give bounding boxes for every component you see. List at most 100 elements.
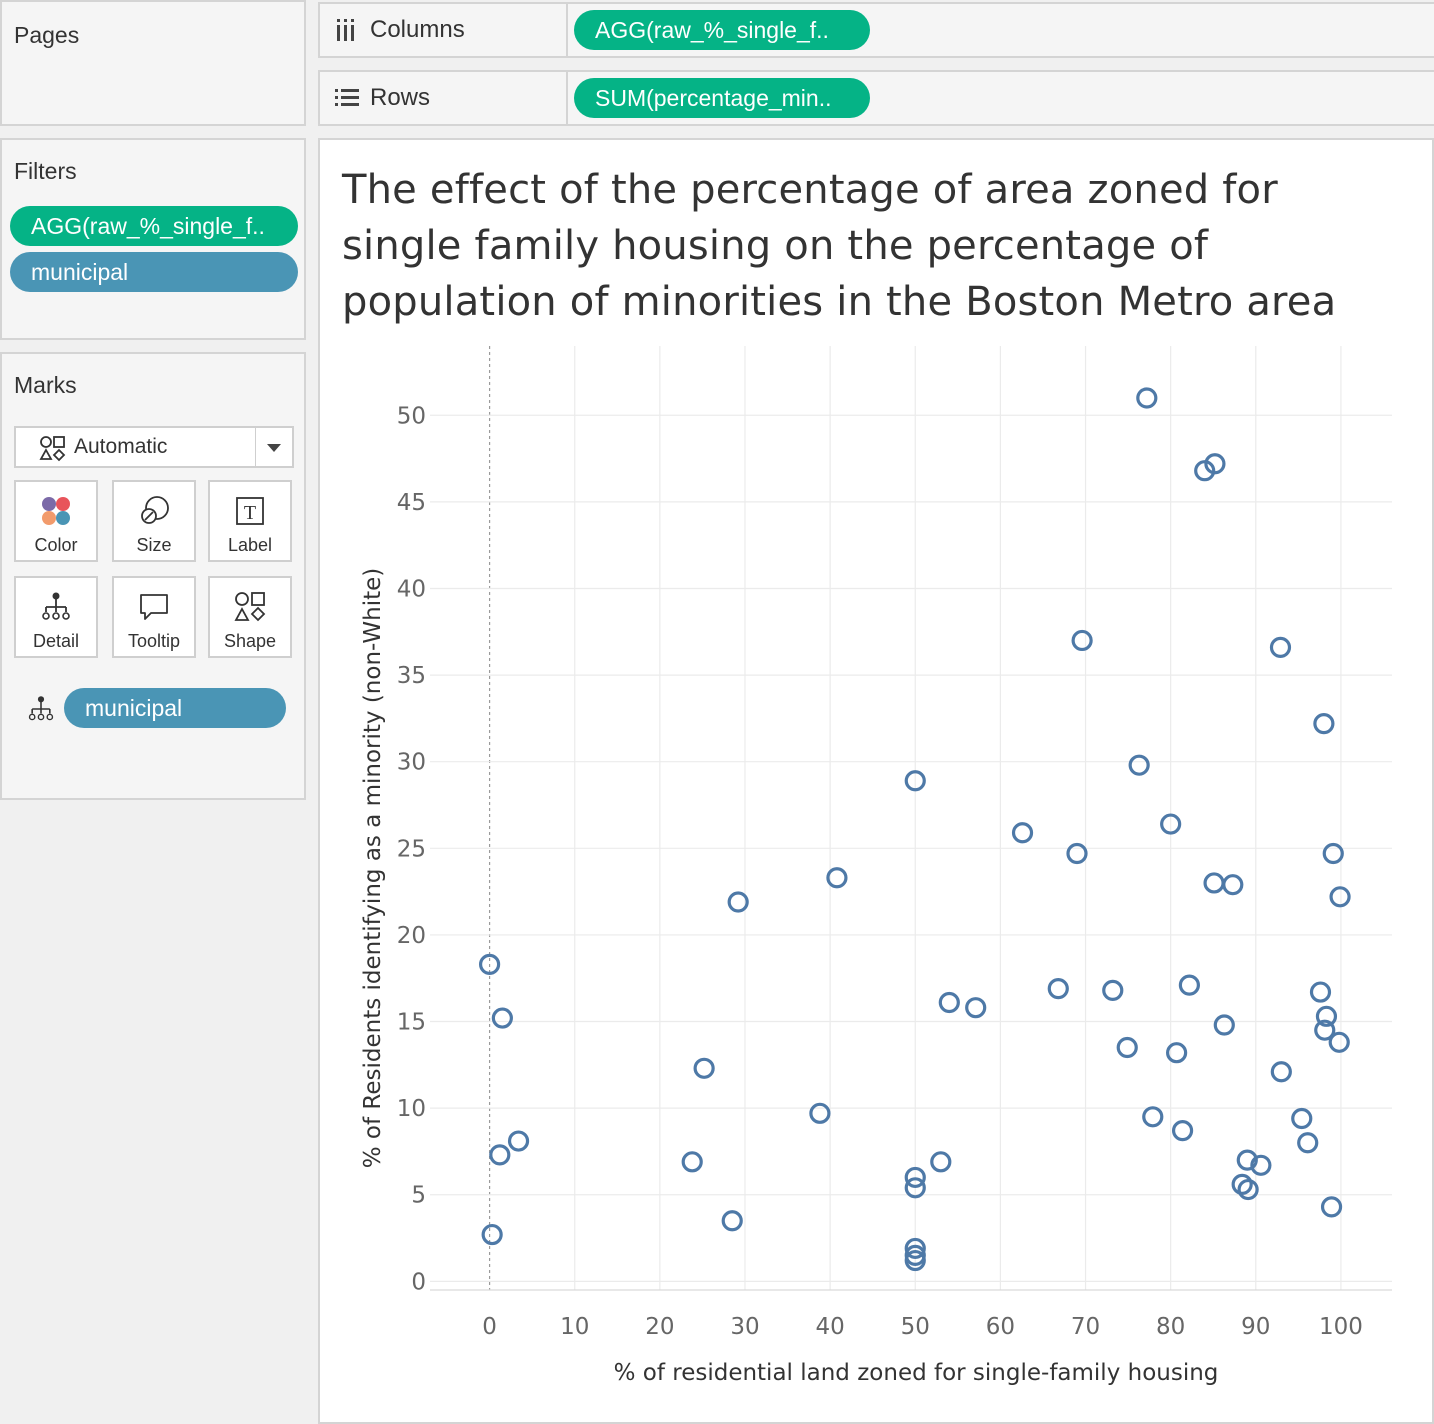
rows-icon — [334, 86, 360, 115]
data-point — [1269, 636, 1292, 658]
label-button[interactable]: T Label — [208, 480, 292, 562]
data-point — [1329, 886, 1351, 908]
data-point — [938, 991, 960, 1014]
x-tick-label: 70 — [1071, 1314, 1100, 1340]
color-label: Color — [34, 535, 78, 555]
data-point — [1160, 813, 1182, 835]
color-button[interactable]: Color — [14, 480, 98, 562]
data-point — [1066, 842, 1088, 865]
chart-title: The effect of the percentage of area zon… — [342, 167, 1337, 325]
tooltip-button[interactable]: Tooltip — [112, 576, 196, 658]
data-point — [1178, 974, 1200, 996]
columns-shelf-label: Columns — [320, 4, 568, 56]
mark-type-shape-icon — [38, 434, 66, 467]
x-tick-label: 80 — [1156, 1314, 1185, 1340]
data-point — [1116, 1036, 1138, 1059]
detail-button[interactable]: Detail — [14, 576, 98, 658]
y-tick-label: 35 — [397, 663, 426, 689]
y-tick-label: 45 — [397, 490, 426, 516]
columns-label: Columns — [370, 16, 465, 43]
data-point — [1222, 874, 1244, 896]
data-point — [1315, 1005, 1338, 1027]
x-tick-label: 20 — [645, 1314, 674, 1340]
x-tick-label: 60 — [986, 1314, 1015, 1340]
pages-title: Pages — [14, 22, 80, 48]
y-tick-label: 30 — [397, 750, 426, 776]
data-point — [904, 1166, 926, 1189]
data-point — [1213, 1014, 1235, 1036]
size-button[interactable]: Size — [112, 480, 196, 562]
shape-label: Shape — [223, 631, 277, 651]
data-point — [1320, 1196, 1343, 1218]
columns-pill[interactable]: AGG(raw_%_single_f.. — [574, 10, 870, 50]
data-point — [489, 1144, 511, 1166]
data-point — [1204, 453, 1226, 475]
data-point — [1136, 387, 1158, 409]
data-point — [1203, 872, 1225, 894]
detail-pill-municipal[interactable]: municipal — [64, 688, 286, 728]
data-point — [727, 891, 749, 913]
data-point — [1309, 981, 1332, 1003]
label-icon: T — [233, 494, 267, 533]
size-label: Size — [136, 535, 172, 555]
y-tick-label: 20 — [397, 923, 426, 949]
data-point — [1322, 842, 1344, 865]
columns-icon — [334, 18, 358, 47]
data-point — [904, 1237, 926, 1260]
data-point — [1236, 1149, 1258, 1171]
color-icon — [39, 494, 73, 533]
x-tick-label: 90 — [1241, 1314, 1270, 1340]
data-point — [481, 1223, 503, 1246]
filter-pill-municipal[interactable]: municipal — [10, 252, 298, 292]
filters-title: Filters — [14, 158, 77, 184]
filter-pill-agg[interactable]: AGG(raw_%_single_f.. — [10, 206, 298, 246]
rows-shelf: Rows SUM(percentage_min.. — [318, 70, 1434, 126]
data-point — [1313, 712, 1335, 735]
x-tick-label: 40 — [815, 1314, 844, 1340]
x-tick-label: 10 — [560, 1314, 589, 1340]
marks-title: Marks — [14, 372, 77, 398]
mark-type-label: Automatic — [74, 435, 168, 458]
chevron-down-icon[interactable] — [255, 428, 292, 466]
data-point — [478, 953, 501, 975]
x-tick-label: 30 — [730, 1314, 759, 1340]
data-point — [1314, 1019, 1336, 1041]
mark-type-dropdown[interactable]: Automatic — [14, 426, 294, 468]
data-point — [721, 1210, 743, 1232]
data-point — [1142, 1106, 1164, 1128]
label-label: Label — [227, 535, 273, 555]
detail-icon — [39, 590, 73, 629]
detail-small-icon — [26, 694, 56, 729]
scatter-chart: 0 10 20 30 40 50 60 70 80 90 100 0 5 10 15 20 25 30 35 40 45… — [360, 346, 1392, 1386]
x-tick-label: 0 — [482, 1314, 497, 1340]
rows-label: Rows — [370, 84, 431, 111]
data-point — [1011, 822, 1034, 844]
data-point — [507, 1130, 530, 1152]
data-point — [681, 1151, 703, 1173]
svg-text:T: T — [244, 502, 256, 524]
data-point — [826, 867, 848, 889]
rows-pill[interactable]: SUM(percentage_min.. — [574, 78, 870, 118]
data-point — [930, 1151, 952, 1173]
data-point — [1328, 1031, 1350, 1053]
columns-shelf: Columns AGG(raw_%_single_f.. — [318, 2, 1434, 58]
x-axis-title: % of residential land zoned for single-f… — [614, 1360, 1219, 1386]
x-tick-label: 50 — [901, 1314, 930, 1340]
x-tick-label: 100 — [1319, 1314, 1363, 1340]
detail-label: Detail — [32, 631, 80, 651]
y-tick-label: 50 — [397, 403, 426, 429]
data-point — [904, 770, 926, 792]
shape-button[interactable]: Shape — [208, 576, 292, 658]
rows-shelf-label: Rows — [320, 72, 568, 124]
data-point — [1231, 1173, 1253, 1195]
filters-panel: Filters AGG(raw_%_single_f.. municipal — [0, 138, 306, 340]
y-tick-label: 25 — [397, 836, 426, 862]
data-point — [693, 1057, 715, 1079]
viz-pane: The effect of the percentage of area zon… — [318, 138, 1434, 1424]
y-tick-label: 0 — [411, 1269, 426, 1295]
y-tick-label: 5 — [411, 1183, 426, 1209]
data-point — [1270, 1061, 1292, 1083]
data-point — [1291, 1107, 1313, 1130]
data-point — [1166, 1042, 1188, 1064]
data-point — [1102, 979, 1124, 1001]
